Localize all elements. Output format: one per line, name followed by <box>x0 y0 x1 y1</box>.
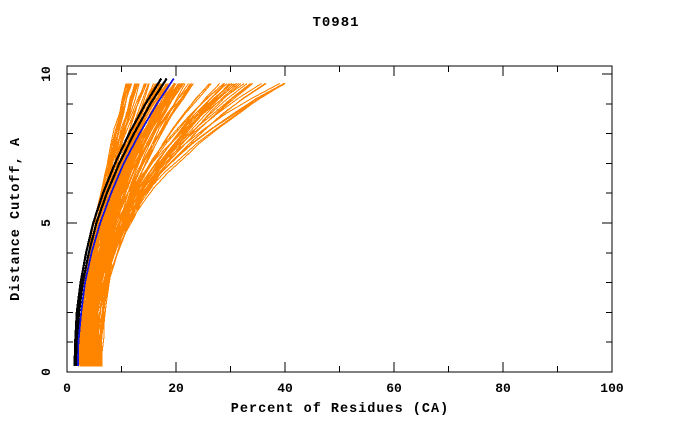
y-tick-label: 10 <box>39 66 54 82</box>
x-tick-label: 0 <box>63 381 71 396</box>
chart-title: T0981 <box>312 15 359 31</box>
model-curve <box>82 83 184 367</box>
y-tick-label: 5 <box>39 219 54 227</box>
curves-layer <box>73 77 286 367</box>
model-curve <box>99 83 191 367</box>
axes-frame-layer: 0 20 40 60 80 100 0 5 10 <box>39 65 624 396</box>
model-curve <box>97 83 210 367</box>
model-black-1 <box>73 77 163 367</box>
y-axis-label: Distance Cutoff, A <box>9 137 24 301</box>
x-axis-label: Percent of Residues (CA) <box>231 402 449 417</box>
x-tick-label: 80 <box>495 381 511 396</box>
x-tick-label: 60 <box>386 381 402 396</box>
x-tick-label: 100 <box>600 381 624 396</box>
model-curve <box>93 83 248 367</box>
y-tick-label: 0 <box>39 368 54 376</box>
model-curve <box>92 83 224 367</box>
model-black-2 <box>75 77 168 367</box>
model-blue <box>77 78 175 367</box>
x-tick-label: 40 <box>277 381 293 396</box>
orange-model-population <box>77 83 286 367</box>
model-curve <box>87 83 233 367</box>
x-tick-label: 20 <box>168 381 184 396</box>
